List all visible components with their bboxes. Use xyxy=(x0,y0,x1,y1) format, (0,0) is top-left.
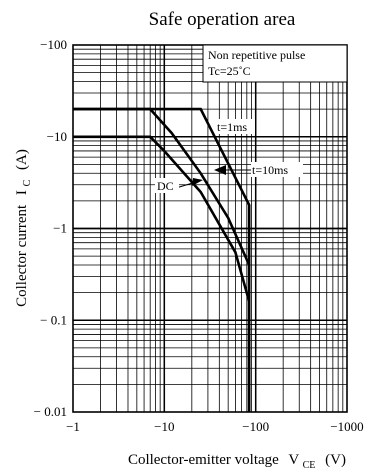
x-axis-label-symbol: V xyxy=(288,452,299,468)
y-tick-label: − 0.01 xyxy=(34,404,67,419)
y-axis-label-unit: (A) xyxy=(14,149,30,170)
legend-box xyxy=(202,44,348,83)
x-tick-label: −10 xyxy=(154,419,174,434)
series-layer xyxy=(73,107,251,412)
x-tick-label: −1000 xyxy=(330,419,363,434)
y-axis-label-symbol: I xyxy=(14,190,30,195)
y-tick-label: − 0.1 xyxy=(40,312,67,327)
y-tick-labels: − 0.01 − 0.1 −1 −10 −100 xyxy=(34,37,67,419)
chart-title: Safe operation area xyxy=(149,9,296,30)
annotation-t10ms-label: t=10ms xyxy=(252,163,288,177)
series-line-dc xyxy=(73,135,251,412)
annotation-t1ms-label: t=1ms xyxy=(217,120,247,134)
x-tick-labels: −1 −10 −100 −1000 xyxy=(66,419,364,434)
y-tick-label: −100 xyxy=(40,37,67,52)
x-axis-label: Collector-emitter voltage V CE (V) xyxy=(128,452,346,471)
annotation-t10ms: t=10ms xyxy=(214,162,303,177)
y-axis-label-subscript: C xyxy=(22,179,33,186)
x-axis-label-unit: (V) xyxy=(325,452,346,468)
series-line-t1ms xyxy=(73,107,251,412)
series-line-t10ms xyxy=(73,107,251,412)
legend-line-pulse: Non repetitive pulse xyxy=(208,48,305,62)
annotation-t1ms: t=1ms xyxy=(215,119,255,134)
legend-line-temperature: Tc=25˚C xyxy=(208,64,251,78)
y-tick-label: −10 xyxy=(47,129,67,144)
annotation-dc-label: DC xyxy=(157,179,174,193)
x-tick-label: −1 xyxy=(66,419,80,434)
y-axis-label: Collector current I C (A) xyxy=(14,149,34,307)
y-axis-label-text: Collector current xyxy=(14,204,30,307)
x-axis-label-text: Collector-emitter voltage xyxy=(128,452,279,468)
annotation-dc: DC xyxy=(155,178,203,193)
y-tick-label: −1 xyxy=(53,221,67,236)
x-tick-label: −100 xyxy=(242,419,269,434)
x-axis-label-subscript: CE xyxy=(303,460,316,471)
